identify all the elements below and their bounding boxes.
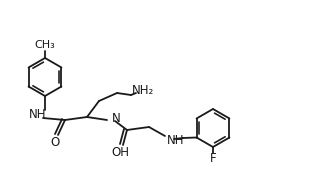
Text: N: N [112,112,121,125]
Text: NH₂: NH₂ [132,84,154,98]
Text: NH: NH [167,135,184,148]
Text: CH₃: CH₃ [35,40,55,50]
Text: NH: NH [29,108,47,122]
Text: F: F [210,152,216,165]
Text: O: O [50,137,60,150]
Text: OH: OH [111,147,129,160]
